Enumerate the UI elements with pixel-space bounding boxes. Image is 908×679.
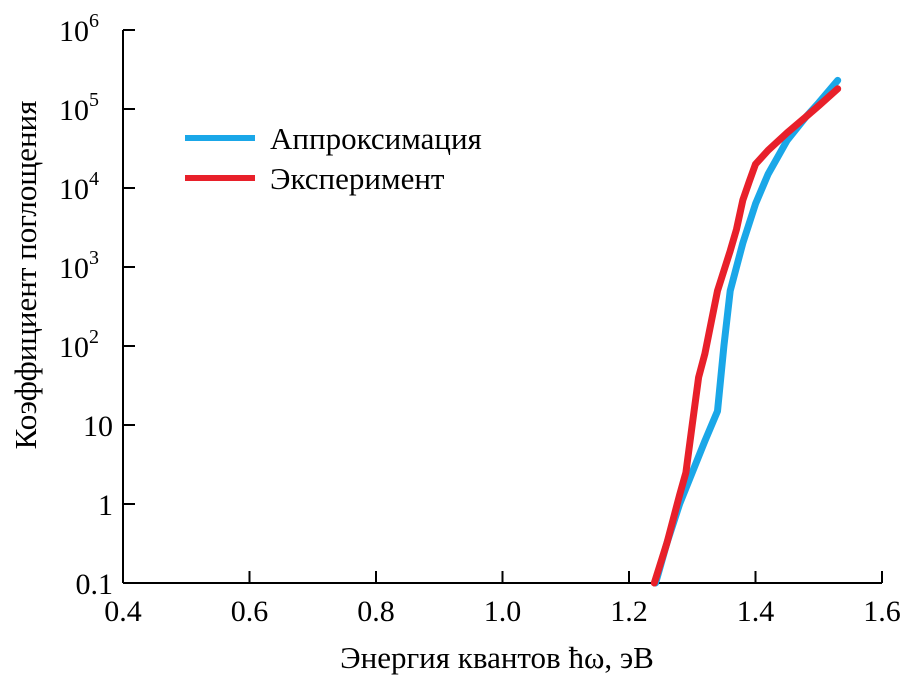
y-tick-label: 103	[59, 247, 99, 285]
x-tick-label: 0.6	[231, 595, 269, 628]
y-axis-label: Коэффициент поглощения	[8, 101, 43, 450]
x-ticks: 0.4 0.6 0.8 1.0 1.2 1.4 1.6	[104, 571, 901, 628]
y-tick-exponent: 6	[89, 10, 99, 32]
y-tick-exponent: 4	[89, 168, 99, 190]
series-line-1	[650, 85, 842, 587]
y-tick-exponent: 2	[89, 326, 99, 348]
y-tick-exponent: 5	[89, 89, 99, 111]
legend: Аппроксимация Эксперимент	[185, 121, 482, 196]
axes	[122, 30, 882, 584]
y-tick-label: 106	[59, 10, 99, 48]
y-tick-label: 105	[59, 89, 99, 127]
legend-label-1: Эксперимент	[270, 161, 445, 196]
y-tick-label: 10	[83, 410, 113, 443]
y-tick-label: 1	[98, 489, 113, 522]
y-tick-label: 102	[59, 326, 99, 364]
legend-label-0: Аппроксимация	[270, 121, 482, 156]
y-tick-label: 104	[59, 168, 99, 206]
series-line-0	[652, 76, 842, 587]
x-tick-label: 1.6	[863, 595, 901, 628]
x-tick-label: 0.4	[104, 595, 142, 628]
y-tick-exponent: 3	[89, 247, 99, 269]
x-axis-label: Энергия квантов ħω, эВ	[340, 640, 654, 675]
y-tick-label: 0.1	[76, 568, 114, 601]
y-ticks: 0.1 1 10 102 103 104 105 106	[59, 10, 135, 601]
series-layer	[650, 76, 842, 587]
x-tick-label: 1.0	[484, 595, 522, 628]
x-tick-label: 1.2	[610, 595, 648, 628]
x-tick-label: 1.4	[737, 595, 775, 628]
x-tick-label: 0.8	[357, 595, 395, 628]
